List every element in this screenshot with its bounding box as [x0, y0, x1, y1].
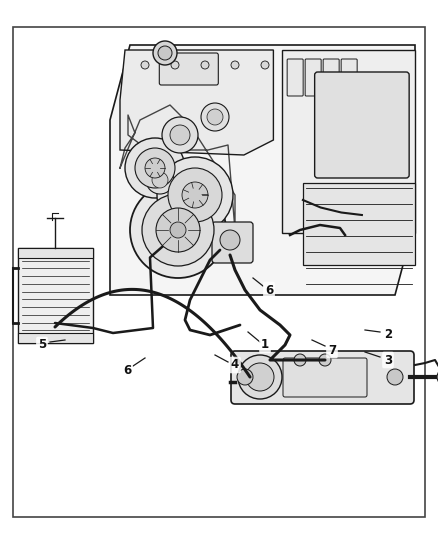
- Circle shape: [182, 182, 208, 208]
- Circle shape: [201, 103, 229, 131]
- Circle shape: [170, 222, 186, 238]
- Polygon shape: [282, 50, 415, 232]
- Text: 4: 4: [231, 359, 239, 372]
- FancyBboxPatch shape: [212, 222, 253, 263]
- Circle shape: [130, 182, 226, 278]
- Circle shape: [237, 369, 253, 385]
- FancyBboxPatch shape: [305, 59, 321, 96]
- Circle shape: [238, 355, 282, 399]
- Circle shape: [162, 117, 198, 153]
- Polygon shape: [303, 182, 415, 265]
- Text: 3: 3: [384, 353, 392, 367]
- Circle shape: [145, 158, 165, 178]
- Circle shape: [246, 363, 274, 391]
- Circle shape: [294, 354, 306, 366]
- Circle shape: [157, 157, 233, 233]
- Circle shape: [153, 41, 177, 65]
- Text: 1: 1: [261, 338, 269, 351]
- Polygon shape: [120, 50, 273, 155]
- Circle shape: [146, 166, 174, 194]
- Circle shape: [168, 168, 222, 222]
- Text: 6: 6: [265, 284, 273, 296]
- Circle shape: [437, 369, 438, 385]
- Circle shape: [170, 125, 190, 145]
- FancyBboxPatch shape: [323, 59, 339, 96]
- Circle shape: [319, 354, 331, 366]
- FancyBboxPatch shape: [314, 72, 409, 178]
- Text: 7: 7: [328, 343, 336, 357]
- Polygon shape: [110, 45, 415, 295]
- Bar: [18, 248, 93, 258]
- Circle shape: [135, 148, 175, 188]
- Text: 5: 5: [38, 338, 46, 351]
- Circle shape: [231, 61, 239, 69]
- FancyBboxPatch shape: [231, 351, 414, 404]
- Circle shape: [141, 61, 149, 69]
- Circle shape: [261, 61, 269, 69]
- FancyBboxPatch shape: [287, 59, 303, 96]
- Circle shape: [387, 369, 403, 385]
- FancyBboxPatch shape: [283, 358, 367, 397]
- Circle shape: [156, 208, 200, 252]
- Text: 2: 2: [384, 328, 392, 342]
- Circle shape: [220, 230, 240, 250]
- Bar: [18, 248, 93, 343]
- Circle shape: [152, 172, 168, 188]
- Circle shape: [201, 61, 209, 69]
- Circle shape: [207, 109, 223, 125]
- Circle shape: [171, 61, 179, 69]
- Circle shape: [125, 138, 185, 198]
- Text: 6: 6: [123, 364, 131, 376]
- FancyBboxPatch shape: [341, 59, 357, 96]
- Circle shape: [158, 46, 172, 60]
- FancyBboxPatch shape: [159, 53, 218, 85]
- Circle shape: [142, 194, 214, 266]
- Bar: [18, 333, 93, 343]
